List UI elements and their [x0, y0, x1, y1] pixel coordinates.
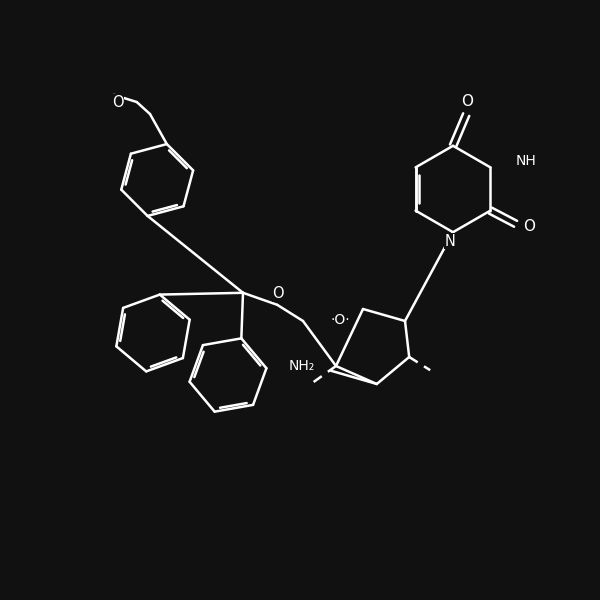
Text: O: O: [112, 95, 124, 110]
Text: ·O·: ·O·: [331, 313, 350, 327]
Text: N: N: [445, 234, 455, 249]
Text: O: O: [272, 286, 284, 301]
Text: O: O: [523, 219, 535, 234]
Text: O: O: [461, 94, 473, 109]
Text: NH: NH: [515, 154, 536, 169]
Text: NH₂: NH₂: [288, 359, 314, 373]
